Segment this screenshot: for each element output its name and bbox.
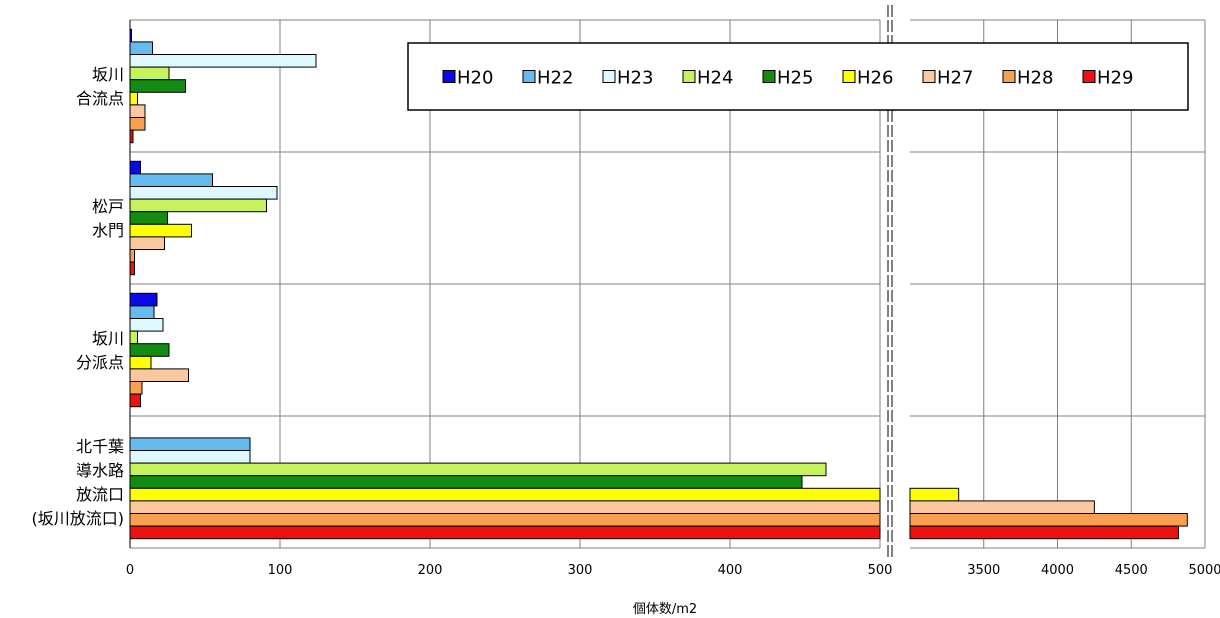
x-tick-label: 5000 (1188, 563, 1220, 578)
bar (130, 369, 189, 382)
x-tick-labels: 0 100 200 300 400 500 3500 4000 4500 5000 (126, 563, 1220, 578)
category-label: 松戸水門 (92, 197, 124, 240)
bar (130, 526, 880, 539)
legend-label: H27 (937, 68, 973, 89)
bar (910, 514, 1187, 527)
legend-swatch (523, 71, 535, 83)
category-label: 北千葉導水路放流口(坂川放流口) (32, 437, 125, 528)
bar (130, 319, 163, 332)
bar (130, 394, 141, 407)
x-tick-label: 200 (418, 563, 443, 578)
bar (130, 118, 145, 131)
bar (130, 382, 142, 395)
bar (130, 250, 135, 263)
bar (130, 174, 213, 187)
bar (910, 488, 959, 501)
x-axis-title: 個体数/m2 (633, 602, 697, 617)
bar (130, 293, 157, 306)
bar (130, 42, 153, 55)
bar (910, 526, 1178, 539)
legend: H20 H22 H23 H24 H25 H26 H27 H28 H29 (408, 43, 1188, 110)
x-tick-label: 0 (126, 563, 134, 578)
bar (130, 344, 169, 357)
bar (130, 161, 141, 174)
bar (130, 501, 880, 514)
bar (130, 438, 250, 451)
bar (130, 514, 880, 527)
legend-swatch (603, 71, 615, 83)
legend-swatch (683, 71, 695, 83)
legend-label: H25 (777, 68, 813, 89)
bar (130, 488, 880, 501)
legend-label: H22 (537, 68, 573, 89)
x-tick-label: 400 (718, 563, 743, 578)
category-label: 坂川分派点 (76, 329, 124, 372)
bar (130, 237, 165, 250)
bar (130, 55, 316, 68)
legend-label: H24 (697, 68, 733, 89)
bar (130, 105, 145, 118)
bar (130, 451, 250, 464)
x-tick-label: 300 (568, 563, 593, 578)
bar (130, 331, 138, 344)
x-tick-label: 3500 (967, 563, 1000, 578)
x-tick-label: 4000 (1041, 563, 1074, 578)
legend-swatch (843, 71, 855, 83)
legend-swatch (443, 71, 455, 83)
bar (130, 212, 168, 225)
bar (130, 92, 138, 105)
bar (130, 463, 826, 476)
legend-swatch (763, 71, 775, 83)
bar (130, 199, 267, 212)
bar (130, 80, 186, 93)
legend-swatch (923, 71, 935, 83)
bar (130, 356, 151, 369)
legend-swatch (1003, 71, 1015, 83)
legend-label: H26 (857, 68, 893, 89)
legend-label: H23 (617, 68, 653, 89)
x-tick-label: 4500 (1115, 563, 1148, 578)
legend-label: H20 (457, 68, 493, 89)
bar (130, 224, 192, 237)
bar (130, 306, 154, 319)
legend-label: H29 (1097, 68, 1133, 89)
x-tick-label: 500 (868, 563, 893, 578)
category-label: 坂川合流点 (76, 65, 124, 108)
x-tick-label: 100 (268, 563, 293, 578)
bar (130, 476, 802, 489)
bar (130, 67, 169, 80)
bar (130, 262, 135, 275)
bar (910, 501, 1094, 514)
legend-swatch (1083, 71, 1095, 83)
legend-label: H28 (1017, 68, 1053, 89)
bar (130, 187, 277, 200)
